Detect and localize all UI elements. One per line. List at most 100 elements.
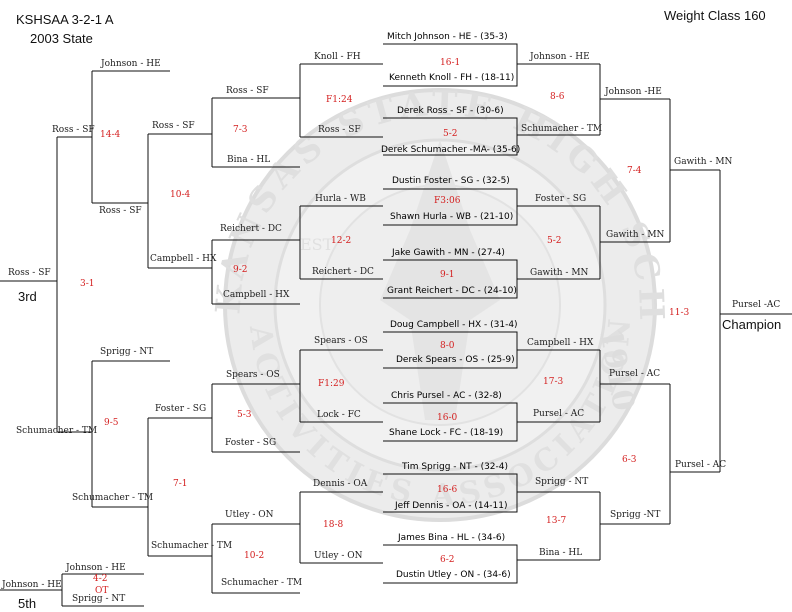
- wrestler-entry: Spears - OS: [314, 336, 368, 346]
- wrestler-entry: Schumacher - TM: [221, 578, 303, 588]
- wrestler-entry: Johnson - HE: [66, 563, 126, 573]
- match-score: 18-8: [323, 520, 344, 530]
- wrestler-entry: Kenneth Knoll - FH - (18-11): [389, 73, 515, 83]
- wrestler-entry: Ross - SF: [152, 121, 195, 131]
- wrestler-entry: Shawn Hurla - WB - (21-10): [390, 212, 514, 222]
- wrestler-entry: Foster - SG: [225, 438, 277, 448]
- wrestler-entry: Utley - ON: [314, 551, 363, 561]
- match-score: 13-7: [546, 516, 567, 526]
- match-score: 17-3: [543, 377, 564, 387]
- match-score: 3-1: [80, 279, 95, 289]
- wrestler-entry: Bina - HL: [539, 548, 583, 558]
- match-score: 16-1: [440, 58, 461, 68]
- wrestler-entry: Bina - HL: [227, 155, 271, 165]
- wrestler-entry: Foster - SG: [155, 404, 207, 414]
- wrestler-entry: Sprigg - NT: [72, 594, 126, 604]
- wrestler-entry: Shane Lock - FC - (18-19): [389, 428, 504, 438]
- wrestler-entry: Gawith - MN: [530, 268, 589, 278]
- wrestler-entry: Campbell - HX: [527, 338, 594, 348]
- wrestler-entry: Pursel - AC: [675, 460, 727, 470]
- wrestler-entry: Pursel - AC: [609, 369, 661, 379]
- wrestler-entry: Johnson - HE: [101, 59, 161, 69]
- wrestler-entry: Spears - OS: [226, 370, 280, 380]
- wrestler-entry: Schumacher - TM: [521, 124, 603, 134]
- champion-label: Champion: [722, 317, 782, 332]
- wrestler-entry: Doug Campbell - HX - (31-4): [390, 320, 518, 330]
- match-score: 8-0: [440, 341, 455, 351]
- wrestler-entry: Dustin Utley - ON - (34-6): [396, 570, 511, 580]
- match-score: F3:06: [434, 196, 461, 206]
- wrestler-entry: Sprigg - NT: [535, 477, 589, 487]
- weight-class-label: Weight Class: [664, 8, 744, 23]
- match-score: 14-4: [100, 130, 121, 140]
- wrestler-entry: Grant Reichert - DC - (24-10): [387, 286, 517, 296]
- wrestler-entry: Ross - SF: [318, 125, 361, 135]
- match-score: 5-3: [237, 410, 252, 420]
- match-score: 7-4: [627, 166, 642, 176]
- match-score: 10-2: [244, 551, 265, 561]
- wrestler-entry: Derek Spears - OS - (25-9): [396, 355, 515, 365]
- wrestler-entry: Campbell - HX: [150, 254, 217, 264]
- wrestler-entry: Gawith - MN: [606, 230, 665, 240]
- wrestler-entry: Schumacher - TM: [16, 426, 98, 436]
- weight-class-title: Weight Class 160: [664, 8, 766, 23]
- wrestler-entry: Chris Pursel - AC - (32-8): [391, 391, 502, 401]
- fifth-place-label: 5th: [18, 596, 37, 611]
- wrestler-entry: Sprigg - NT: [100, 347, 154, 357]
- wrestler-entry: Pursel - AC: [533, 409, 585, 419]
- wrestler-entry: Reichert - DC: [220, 224, 282, 234]
- weight-class-value: 160: [743, 8, 766, 23]
- third-place-winner: Ross - SF: [8, 268, 51, 278]
- wrestler-entry: Ross - SF: [52, 125, 95, 135]
- match-score: 9-2: [233, 265, 248, 275]
- wrestler-entry: Lock - FC: [317, 410, 361, 420]
- wrestler-entry: Dennis - OA: [313, 479, 368, 489]
- wrestler-entry: Schumacher - TM: [72, 493, 154, 503]
- match-score: 8-6: [550, 92, 565, 102]
- wrestler-entry: Tim Sprigg - NT - (32-4): [402, 462, 509, 472]
- match-score: 5-2: [443, 129, 458, 139]
- wrestler-entry: Derek Schumacher -MA- (35-6): [381, 145, 521, 155]
- wrestler-entry: Mitch Johnson - HE - (35-3): [387, 32, 508, 42]
- third-place-label: 3rd: [18, 289, 37, 304]
- wrestler-entry: Knoll - FH: [314, 52, 361, 62]
- wrestler-entry: Jake Gawith - MN - (27-4): [392, 248, 505, 258]
- match-score: 7-1: [173, 479, 188, 489]
- wrestler-entry: Johnson - HE: [530, 52, 590, 62]
- wrestler-entry: Dustin Foster - SG - (32-5): [392, 176, 510, 186]
- match-score: 16-0: [437, 413, 458, 423]
- wrestler-entry: Reichert - DC: [312, 267, 374, 277]
- wrestler-entry: Hurla - WB: [315, 194, 366, 204]
- wrestler-entry: Gawith - MN: [674, 157, 733, 167]
- wrestler-entry: Foster - SG: [535, 194, 587, 204]
- wrestler-entry: Johnson -HE: [605, 87, 662, 97]
- wrestler-entry: Utley - ON: [225, 510, 274, 520]
- wrestler-entry: Sprigg -NT: [610, 510, 661, 520]
- champion-name: Pursel -AC: [732, 300, 781, 310]
- match-score: 11-3: [669, 308, 690, 318]
- match-score: 10-4: [170, 190, 191, 200]
- match-score: 4-2: [93, 574, 108, 584]
- wrestler-entry: James Bina - HL - (34-6): [398, 533, 506, 543]
- match-score: 12-2: [331, 236, 352, 246]
- wrestler-entry: Campbell - HX: [223, 290, 290, 300]
- tournament-title: KSHSAA 3-2-1 A: [16, 12, 114, 27]
- match-score: F1:24: [326, 95, 353, 105]
- fifth-place-winner: Johnson - HE: [2, 580, 62, 590]
- match-score: 9-5: [104, 418, 119, 428]
- match-score: 7-3: [233, 125, 248, 135]
- tournament-year: 2003 State: [30, 31, 93, 46]
- match-score: 16-6: [437, 485, 458, 495]
- wrestler-entry: Derek Ross - SF - (30-6): [397, 106, 504, 116]
- match-score: 5-2: [547, 236, 562, 246]
- wrestler-entry: Ross - SF: [99, 206, 142, 216]
- svg-text:EST: EST: [300, 235, 334, 254]
- match-score: 6-3: [622, 455, 637, 465]
- match-score: F1:29: [318, 379, 345, 389]
- match-score: 6-2: [440, 555, 455, 565]
- overtime-note: OT: [95, 586, 109, 596]
- wrestler-entry: Jeff Dennis - OA - (14-11): [395, 501, 508, 511]
- wrestler-entry: Schumacher - TM: [151, 541, 233, 551]
